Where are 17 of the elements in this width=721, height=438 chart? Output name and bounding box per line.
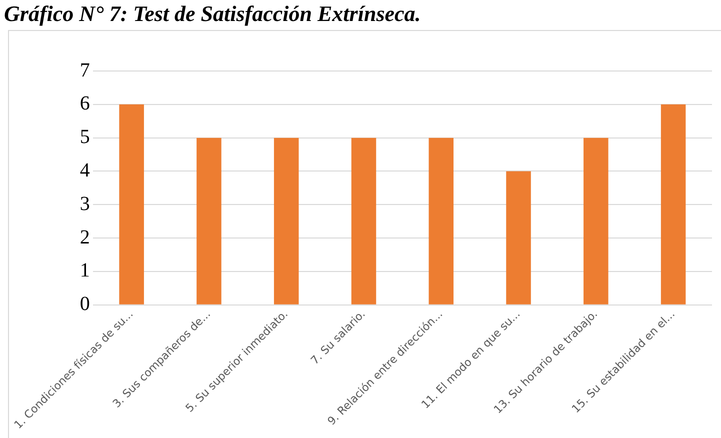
y-tick-label: 1 [80,260,90,282]
y-tick-label: 6 [80,92,90,115]
bar [506,171,531,304]
bar [584,138,608,304]
y-tick-label: 7 [80,59,90,82]
bar [428,138,454,304]
y-tick-label: 5 [80,126,90,148]
bar [351,138,376,304]
y-tick-label: 3 [80,192,90,215]
bar [119,104,144,304]
y-tick-label: 4 [80,159,90,182]
bar [274,138,299,304]
y-tick-label: 2 [80,226,90,248]
y-tick-label: 0 [80,293,90,316]
bar [196,138,222,304]
bar [660,104,686,304]
chart-title: Gráfico N° 7: Test de Satisfacción Extrínseca. [3,0,422,28]
